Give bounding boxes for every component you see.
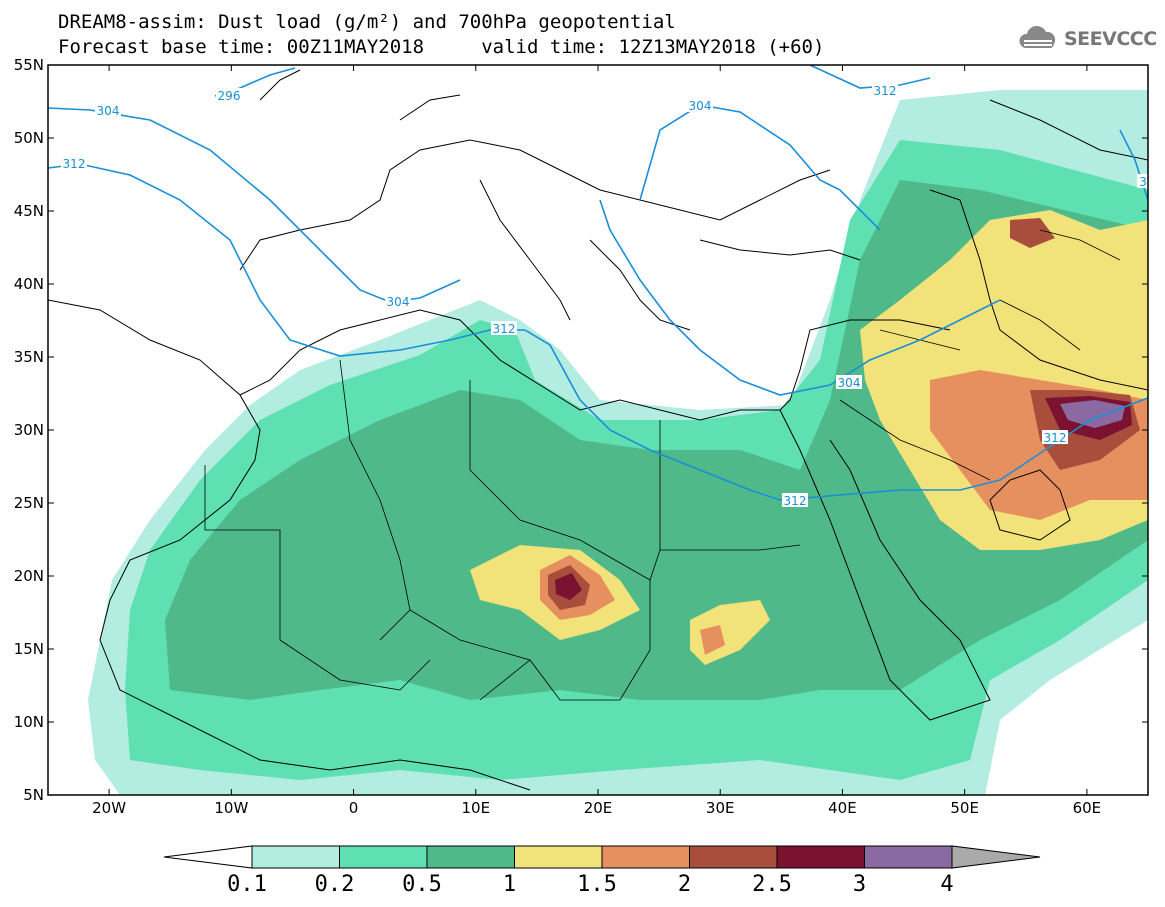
lon-tick-label: 20E	[584, 799, 613, 817]
contour-label: 304	[689, 99, 712, 113]
lat-tick-label: 50N	[14, 129, 44, 147]
contour-label: 304	[97, 104, 120, 118]
colorbar-label: 4	[940, 872, 954, 897]
contour-label: 296	[218, 89, 241, 103]
colorbar-swatch	[514, 845, 603, 869]
colorbar-label: 0.2	[314, 872, 355, 897]
lat-tick-label: 20N	[14, 567, 44, 585]
country-borders	[204, 229, 1121, 701]
lon-tick-label: 10E	[461, 799, 490, 817]
colorbar-swatch	[689, 845, 778, 869]
contour-label: 312	[784, 494, 807, 508]
contour-312-main	[524, 329, 1148, 501]
contour-labels: 296 304 312 304 312 304 312 304 312 312 …	[61, 83, 1149, 508]
contour-label: 312	[493, 322, 516, 336]
colorbar-under-triangle	[163, 845, 253, 869]
contour-label: 304	[838, 376, 861, 390]
colorbar-label: 2.5	[752, 872, 792, 897]
dust-level-3.0	[1060, 400, 1125, 428]
colorbar-swatch	[251, 845, 340, 869]
logo-text: SEEVCCC	[1064, 28, 1157, 50]
seevccc-logo: SEEVCCC	[1016, 24, 1157, 56]
lat-tick-label: 35N	[14, 348, 44, 366]
lat-tick-label: 55N	[14, 56, 44, 74]
contour-label: 312	[874, 84, 897, 98]
dust-field	[48, 65, 1148, 795]
colorbar-swatch	[339, 845, 428, 869]
dust-level-2.5	[555, 573, 582, 600]
lon-tick-label: 10W	[214, 799, 248, 817]
latitude-axis: 55N 50N 45N 40N 35N 30N 25N 20N 15N 10N 5N	[14, 56, 1148, 804]
lon-tick-label: 30E	[706, 799, 735, 817]
lon-tick-label: 0	[349, 799, 359, 817]
lon-tick-label: 20W	[92, 799, 126, 817]
lat-tick-label: 15N	[14, 640, 44, 658]
chart-subtitle: Forecast base time: 00Z11MAY2018 valid t…	[58, 36, 825, 58]
colorbar-swatch	[776, 845, 865, 869]
lon-tick-label: 40E	[828, 799, 857, 817]
coastlines	[48, 69, 1148, 791]
lat-tick-label: 40N	[14, 275, 44, 293]
colorbar-label: 0.1	[227, 872, 267, 897]
contour-label: 3	[1139, 175, 1147, 189]
chart-title: DREAM8-assim: Dust load (g/m²) and 700hP…	[58, 11, 676, 33]
colorbar-label: 1	[502, 872, 517, 897]
cloud-icon	[1019, 25, 1056, 48]
dust-level-1.5-b	[700, 625, 725, 655]
colorbar-label: 2	[677, 872, 692, 897]
colorbar-swatch	[601, 845, 690, 869]
contour-304-east	[639, 104, 881, 231]
colorbar-swatch	[426, 845, 515, 869]
lon-tick-label: 50E	[950, 799, 979, 817]
colorbar-label: 0.5	[402, 872, 442, 897]
dust-level-2.0-c	[1010, 218, 1055, 248]
lon-tick-label: 60E	[1073, 799, 1102, 817]
contour-304-middle	[599, 199, 1001, 396]
contour-label: 312	[63, 157, 86, 171]
colorbar-swatch	[864, 845, 953, 869]
colorbar-over-triangle	[951, 845, 1041, 869]
lat-tick-label: 30N	[14, 421, 44, 439]
longitude-axis: 20W 10W 0 10E 20E 30E 40E 50E 60E	[92, 65, 1101, 817]
colorbar-label: 3	[852, 872, 867, 897]
colorbar-label: 1.5	[577, 872, 617, 897]
contour-label: 304	[387, 295, 410, 309]
contour-312-west	[48, 163, 525, 357]
lat-tick-label: 45N	[14, 202, 44, 220]
lat-tick-label: 10N	[14, 713, 44, 731]
contour-label: 312	[1044, 431, 1067, 445]
lat-tick-label: 25N	[14, 494, 44, 512]
lat-tick-label: 5N	[23, 786, 44, 804]
